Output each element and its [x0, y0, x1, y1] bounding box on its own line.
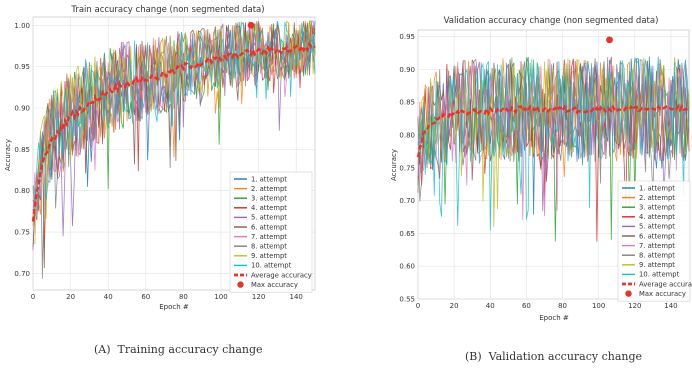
chart-b-legend-average: Average accuracy	[639, 280, 692, 288]
chart-b-legend-entry: 1. attempt	[639, 184, 675, 192]
chart-a-title: Train accuracy change (non segmented dat…	[70, 5, 264, 15]
chart-b-average-line	[416, 103, 690, 158]
chart-b-xlabel: Epoch #	[539, 314, 569, 322]
chart-b-xtick-label: 120	[628, 302, 641, 310]
chart-a-legend-entry: 7. attempt	[251, 233, 287, 241]
chart-a-legend-entry: 1. attempt	[251, 175, 287, 183]
chart-b-legend-box	[617, 180, 691, 302]
chart-b-ytick-label: 0.90	[399, 66, 415, 74]
chart-b-ylabel: Accuracy	[390, 149, 398, 181]
validation-accuracy-chart: Validation accuracy change (non segmente…	[390, 16, 692, 322]
chart-a-legend-max: Max accuracy	[251, 281, 298, 289]
caption-b: (B) Validation accuracy change	[465, 350, 642, 363]
chart-a-series-line	[32, 20, 316, 217]
chart-a-ytick-label: 0.95	[14, 63, 30, 71]
chart-b-ytick-label: 0.65	[399, 230, 415, 238]
chart-a-ticks: 0 20 40 60 80 100 120 140 0.70 0.75 0.80 0.85 0.90 0.…	[14, 22, 302, 301]
chart-a-ytick-label: 0.75	[14, 229, 30, 237]
chart-b-legend-max-swatch	[625, 290, 632, 297]
train-accuracy-chart: Train accuracy change (non segmented dat…	[4, 5, 316, 311]
chart-a-max-point	[247, 21, 255, 29]
chart-b-ytick-label: 0.70	[399, 197, 415, 205]
caption-a: (A) Training accuracy change	[94, 343, 263, 356]
chart-b-series-line	[417, 56, 690, 193]
chart-b-ticks: 0 20 40 60 80 100 120 140 0.55 0.60 0.65 0.70 0.75 0.…	[399, 33, 677, 310]
chart-a-xtick-label: 20	[66, 293, 75, 301]
chart-b-xtick-label: 60	[522, 302, 531, 310]
chart-b-xtick-label: 0	[416, 302, 420, 310]
chart-b-legend-entry: 6. attempt	[639, 232, 675, 240]
chart-a-ytick-label: 0.85	[14, 146, 30, 154]
chart-b-ytick-label: 0.60	[399, 263, 415, 271]
chart-b-xtick-label: 80	[558, 302, 567, 310]
chart-b-legend-entry: 2. attempt	[639, 194, 675, 202]
chart-a-ytick-label: 1.00	[14, 22, 30, 30]
chart-b-ytick-label: 0.95	[399, 33, 415, 41]
chart-b-title: Validation accuracy change (non segmente…	[444, 16, 659, 26]
chart-a-legend-entry: 2. attempt	[251, 185, 287, 193]
chart-a-ylabel: Accuracy	[4, 139, 12, 171]
chart-b-xtick-label: 100	[592, 302, 605, 310]
chart-a-legend-entry: 4. attempt	[251, 204, 287, 212]
chart-b-xtick-label: 40	[486, 302, 495, 310]
chart-a-legend-entry: 3. attempt	[251, 195, 287, 203]
chart-b-series	[417, 56, 690, 242]
chart-b-ytick-label: 0.55	[399, 296, 415, 304]
chart-b-ytick-label: 0.85	[399, 99, 415, 107]
chart-b-average	[416, 36, 690, 158]
chart-a-legend-entry: 5. attempt	[251, 214, 287, 222]
chart-a-ytick-label: 0.90	[14, 105, 30, 113]
caption-b-label: (B)	[465, 350, 482, 363]
chart-a-ytick-label: 0.70	[14, 270, 30, 278]
chart-b-legend-entry: 3. attempt	[639, 204, 675, 212]
chart-a-ytick-label: 0.80	[14, 187, 30, 195]
chart-b-ytick-label: 0.80	[399, 131, 415, 139]
chart-a-average	[31, 21, 316, 222]
chart-a-legend-entry: 6. attempt	[251, 223, 287, 231]
chart-a-xtick-label: 140	[290, 293, 303, 301]
chart-b-legend-entry: 5. attempt	[639, 223, 675, 231]
chart-a-xtick-label: 100	[214, 293, 227, 301]
caption-a-label: (A)	[94, 343, 111, 356]
chart-b-legend-entry: 7. attempt	[639, 242, 675, 250]
chart-a-legend-entry: 8. attempt	[251, 243, 287, 251]
chart-a-legend-entry: 10. attempt	[251, 262, 292, 270]
chart-b-xtick-label: 20	[450, 302, 459, 310]
chart-b-legend-entry: 10. attempt	[639, 271, 680, 279]
chart-b-legend-entry: 8. attempt	[639, 252, 675, 260]
chart-b-max-point	[606, 36, 613, 44]
chart-b-legend-entry: 9. attempt	[639, 261, 675, 269]
chart-a-xtick-label: 80	[179, 293, 188, 301]
chart-a-xtick-label: 60	[141, 293, 150, 301]
chart-a-xtick-label: 0	[31, 293, 35, 301]
chart-b-series-line	[417, 56, 690, 231]
caption-a-text: Training accuracy change	[117, 343, 263, 356]
chart-b-ytick-label: 0.75	[399, 164, 415, 172]
chart-a-xlabel: Epoch #	[159, 303, 189, 311]
chart-a-series-line	[32, 22, 316, 279]
chart-b-legend-entry: 4. attempt	[639, 213, 675, 221]
chart-b-xtick-label: 140	[664, 302, 677, 310]
chart-b-legend-max: Max accuracy	[639, 290, 686, 298]
chart-a-average-line	[31, 41, 316, 222]
chart-a-legend-average: Average accuracy	[251, 271, 312, 279]
chart-a-xtick-label: 120	[252, 293, 265, 301]
chart-b-series-line	[417, 57, 690, 202]
caption-b-text: Validation accuracy change	[488, 350, 643, 363]
chart-a-legend-entry: 9. attempt	[251, 252, 287, 260]
chart-a-legend-box	[229, 171, 313, 293]
chart-a-legend-max-swatch	[237, 281, 244, 288]
chart-a-xtick-label: 40	[104, 293, 113, 301]
